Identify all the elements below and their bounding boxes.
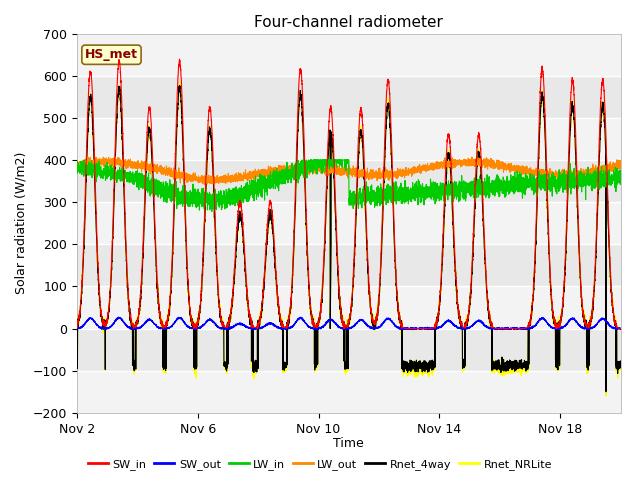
SW_out bbox=[397, 325, 404, 331]
SW_in bbox=[73, 324, 81, 330]
Bar bbox=[77, 118, 621, 160]
SW_out bbox=[248, 327, 256, 333]
Rnet_4way bbox=[73, 360, 81, 365]
Rnet_4way bbox=[173, 113, 181, 119]
Rnet_4way bbox=[602, 389, 610, 395]
X-axis label: Time: Time bbox=[333, 437, 364, 450]
Rnet_NRLite bbox=[170, 205, 178, 211]
LW_in bbox=[80, 157, 88, 163]
SW_out bbox=[73, 325, 81, 331]
LW_in bbox=[611, 175, 619, 180]
Rnet_NRLite bbox=[95, 294, 102, 300]
Rnet_4way bbox=[611, 318, 619, 324]
LW_out bbox=[170, 169, 178, 175]
LW_out bbox=[201, 182, 209, 188]
SW_in bbox=[190, 325, 198, 331]
Line: LW_out: LW_out bbox=[77, 157, 621, 185]
SW_in bbox=[255, 316, 263, 322]
Line: LW_in: LW_in bbox=[77, 160, 621, 212]
Line: SW_out: SW_out bbox=[77, 317, 621, 330]
Bar bbox=[77, 371, 621, 413]
Line: Rnet_4way: Rnet_4way bbox=[77, 85, 621, 392]
Legend: SW_in, SW_out, LW_in, LW_out, Rnet_4way, Rnet_NRLite: SW_in, SW_out, LW_in, LW_out, Rnet_4way,… bbox=[84, 455, 556, 474]
LW_in bbox=[397, 191, 404, 196]
Text: HS_met: HS_met bbox=[85, 48, 138, 61]
LW_out bbox=[617, 160, 625, 166]
SW_in bbox=[175, 56, 183, 62]
Line: SW_in: SW_in bbox=[77, 59, 621, 328]
LW_out bbox=[255, 168, 263, 174]
SW_out bbox=[611, 325, 619, 331]
Rnet_4way bbox=[95, 287, 102, 293]
SW_out bbox=[173, 316, 181, 322]
LW_in bbox=[73, 168, 81, 173]
SW_in bbox=[170, 194, 178, 200]
SW_out bbox=[115, 314, 122, 320]
LW_out bbox=[611, 161, 619, 167]
Bar bbox=[77, 34, 621, 76]
LW_in bbox=[95, 158, 103, 164]
LW_in bbox=[170, 192, 178, 197]
Rnet_NRLite bbox=[617, 361, 625, 367]
SW_out bbox=[617, 326, 625, 332]
LW_out bbox=[73, 162, 81, 168]
Rnet_4way bbox=[397, 320, 404, 326]
LW_out bbox=[95, 163, 102, 169]
LW_out bbox=[173, 172, 181, 178]
Bar bbox=[77, 202, 621, 244]
Title: Four-channel radiometer: Four-channel radiometer bbox=[254, 15, 444, 30]
LW_out bbox=[111, 154, 119, 160]
Rnet_NRLite bbox=[611, 316, 619, 322]
SW_out bbox=[255, 325, 263, 331]
SW_out bbox=[95, 324, 102, 330]
Rnet_4way bbox=[176, 83, 184, 88]
Rnet_NRLite bbox=[173, 110, 181, 116]
Rnet_NRLite bbox=[602, 393, 610, 399]
LW_in bbox=[173, 194, 181, 200]
SW_in bbox=[617, 325, 625, 331]
LW_out bbox=[397, 166, 404, 172]
SW_in bbox=[173, 89, 181, 95]
Bar bbox=[77, 287, 621, 328]
LW_in bbox=[208, 209, 216, 215]
SW_in bbox=[397, 317, 404, 323]
LW_in bbox=[255, 181, 263, 187]
SW_out bbox=[170, 320, 178, 325]
Rnet_NRLite bbox=[255, 321, 263, 326]
Line: Rnet_NRLite: Rnet_NRLite bbox=[77, 82, 621, 396]
Rnet_NRLite bbox=[176, 79, 184, 85]
Rnet_NRLite bbox=[73, 360, 81, 366]
SW_in bbox=[611, 321, 619, 326]
Rnet_4way bbox=[170, 205, 178, 211]
Rnet_NRLite bbox=[397, 320, 404, 326]
SW_in bbox=[95, 279, 102, 285]
Rnet_4way bbox=[617, 358, 625, 364]
Y-axis label: Solar radiation (W/m2): Solar radiation (W/m2) bbox=[14, 152, 27, 294]
LW_in bbox=[617, 171, 625, 177]
Rnet_4way bbox=[255, 320, 263, 325]
